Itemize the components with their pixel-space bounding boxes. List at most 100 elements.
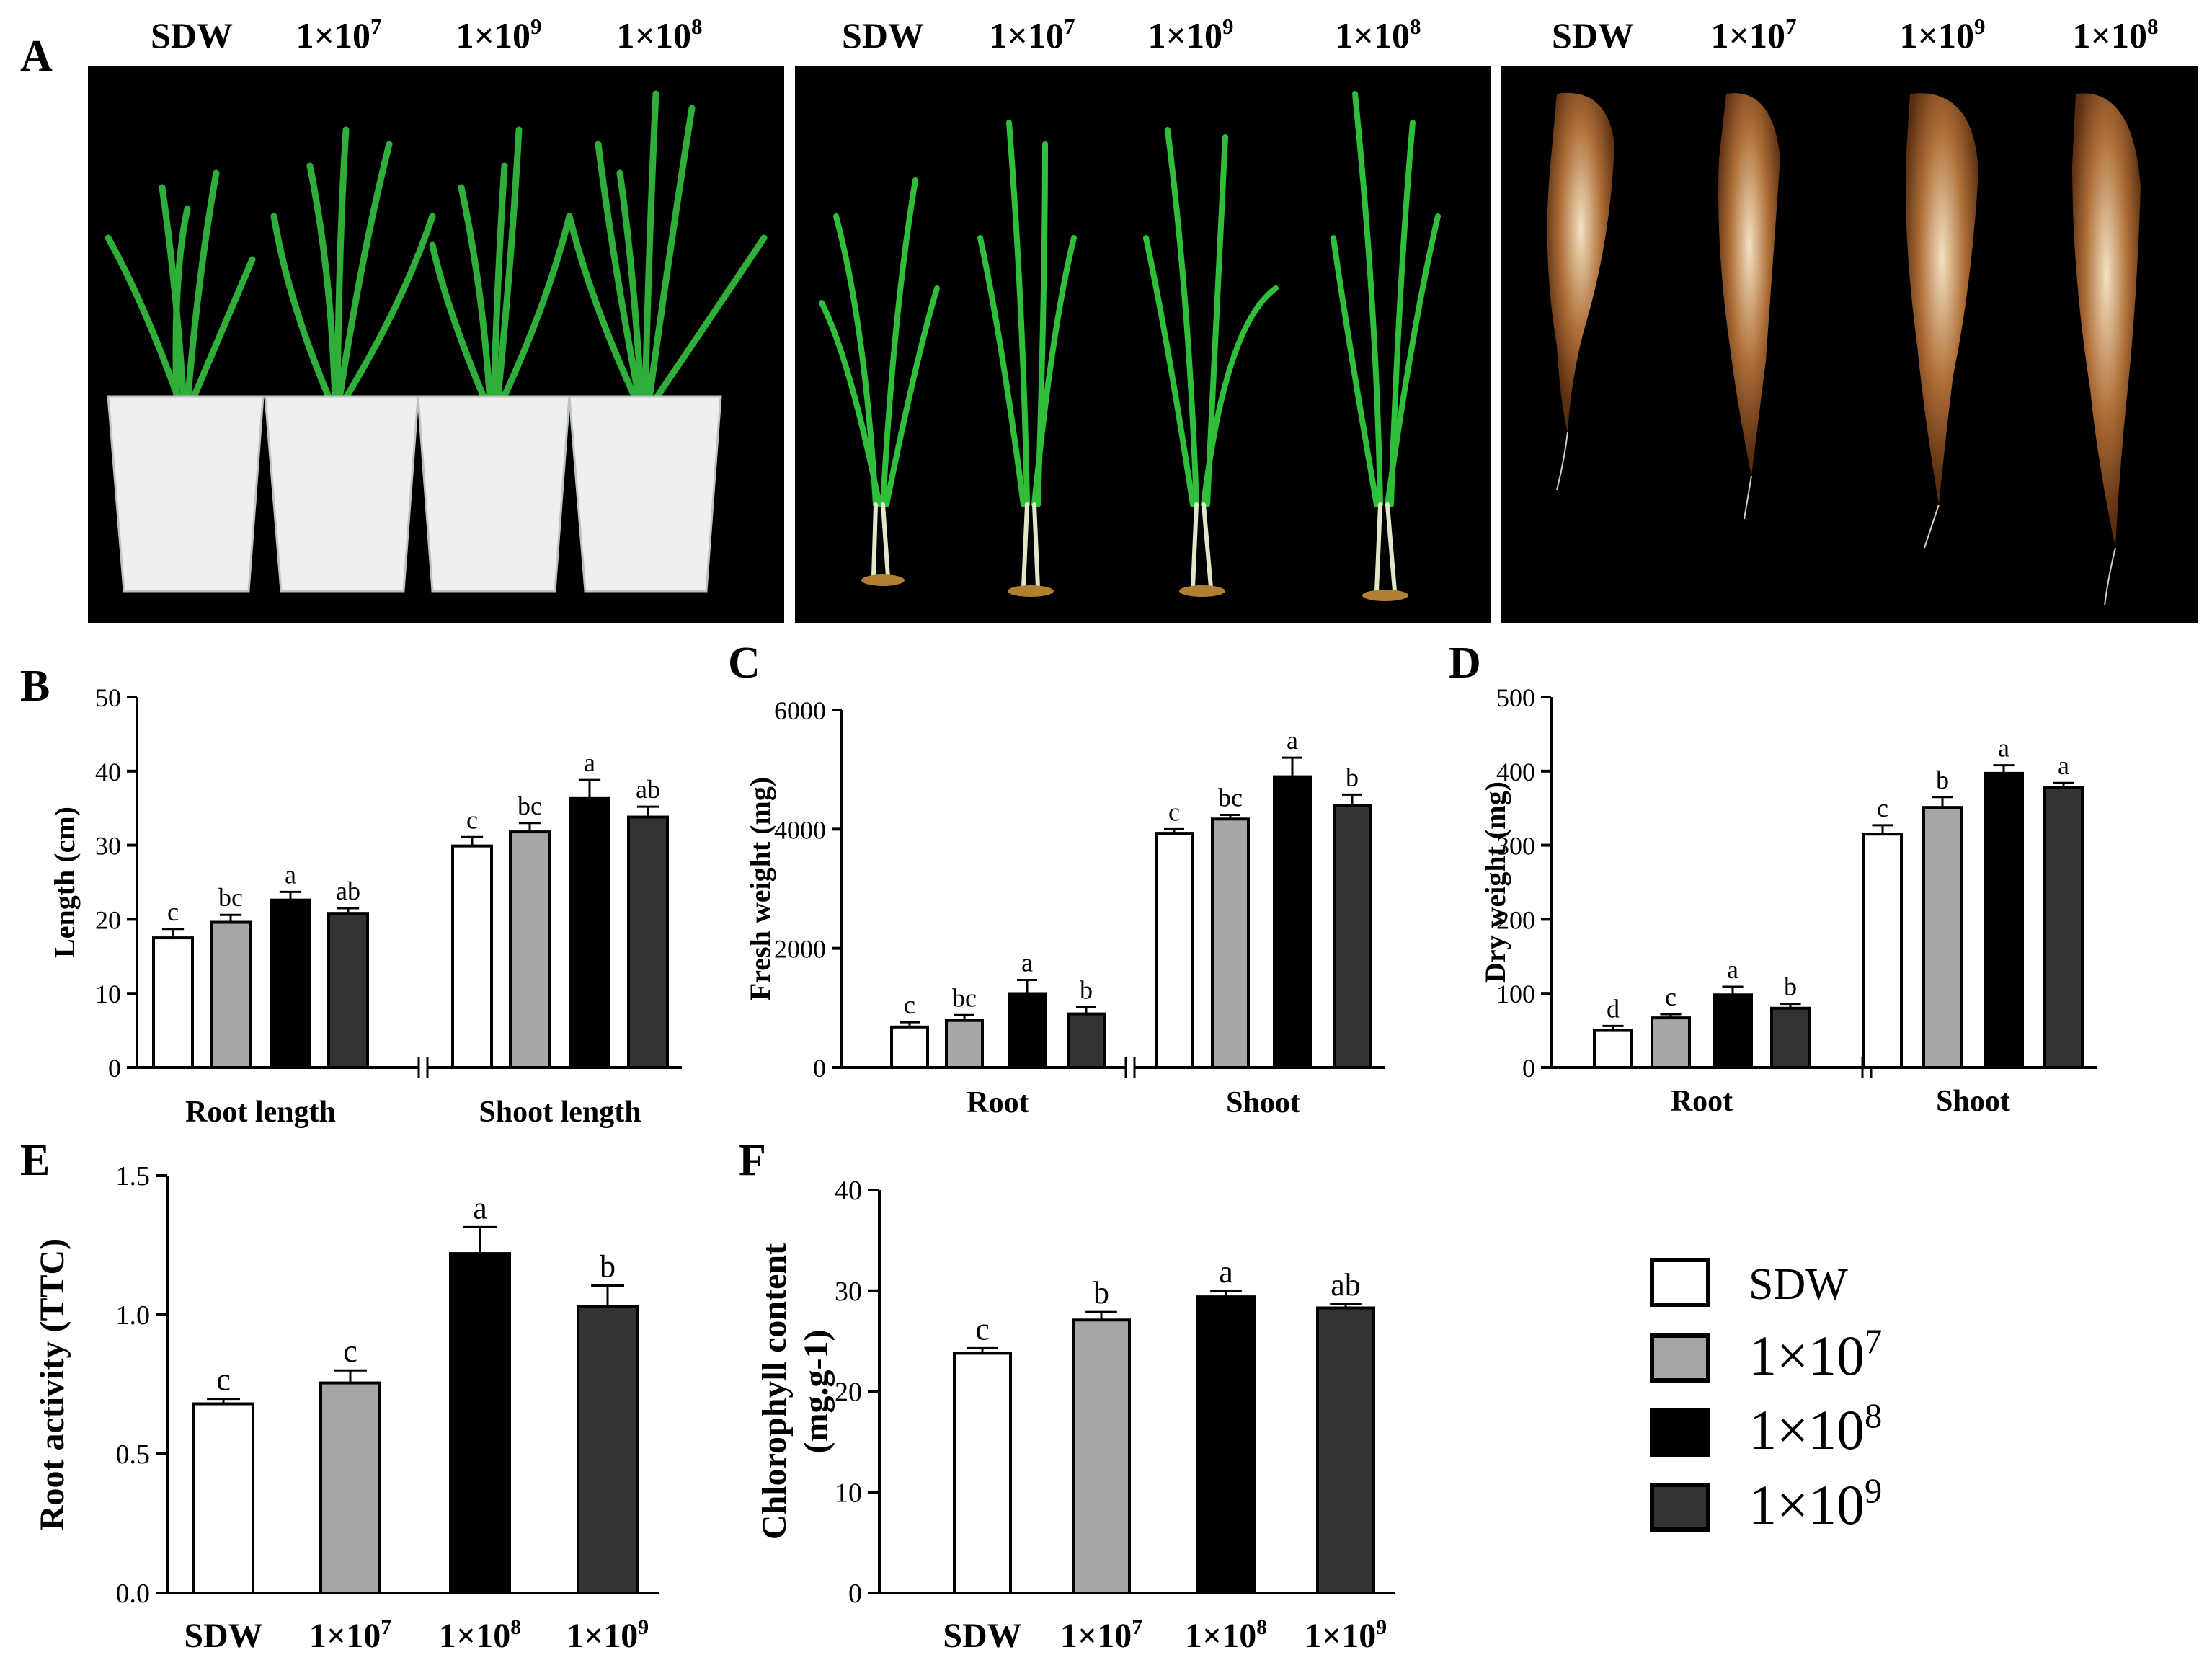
significance-letter: c [1877, 794, 1888, 822]
significance-letter: ab [636, 775, 660, 804]
photo-label: 1×108 [1336, 14, 1421, 56]
bar [1770, 1006, 1811, 1070]
category-label-text: 1×10 [309, 1617, 381, 1655]
panel-letter: E [20, 1136, 50, 1185]
photo-label: SDW [842, 15, 924, 56]
bar [1155, 832, 1194, 1069]
photo-label: 1×107 [1711, 14, 1797, 56]
significance-letter: c [1168, 797, 1180, 826]
y-axis-label: Length (cm) [48, 807, 81, 958]
y-tick-label: 20 [835, 1377, 862, 1408]
bar [152, 936, 194, 1069]
photo-label-superscript: 8 [691, 14, 703, 39]
significance-letter: bc [1218, 783, 1243, 812]
legend-label: 1×107 [1749, 1323, 1882, 1387]
significance-letter: a [285, 860, 296, 889]
significance-letter: a [1998, 734, 2009, 763]
category-label-superscript: 8 [510, 1615, 521, 1639]
bar [1008, 992, 1047, 1069]
group-label: Root [1671, 1085, 1733, 1118]
plant-pots [107, 395, 722, 593]
significance-letter: a [1727, 955, 1738, 984]
category-label-text: SDW [184, 1617, 262, 1655]
photo-label-text: 1×10 [1148, 15, 1223, 56]
legend-label: SDW [1749, 1260, 1848, 1309]
bar [1862, 833, 1903, 1070]
category-label: 1×107 [1060, 1615, 1142, 1655]
significance-letter: b [1784, 972, 1797, 1001]
photo-washed-seedlings [795, 66, 1491, 623]
y-tick-label: 0 [1522, 1054, 1535, 1083]
bar [1713, 993, 1753, 1069]
bar [1273, 775, 1312, 1069]
bar [1196, 1295, 1256, 1594]
bar [192, 1402, 254, 1595]
legend-label-text: SDW [1749, 1260, 1848, 1309]
bar [1211, 817, 1250, 1070]
panel-d-chart: D 0 100 200 300 400 500 Dry weight (mg) d c a b Root… [1449, 639, 2097, 1118]
category-label-text: 1×10 [1305, 1617, 1376, 1655]
significance-letter: a [1021, 948, 1033, 977]
y-axis-label: Dry weight (mg) [1479, 781, 1511, 983]
y-tick-label: 0 [108, 1054, 121, 1083]
bar [945, 1019, 984, 1070]
potted-seedling-plants [105, 90, 768, 407]
y-tick-label: 500 [1496, 683, 1535, 712]
root-masses [1547, 92, 2141, 606]
bar [1984, 771, 2024, 1070]
legend-label-superscript: 9 [1865, 1472, 1882, 1510]
photo-label: SDW [1552, 15, 1634, 56]
bar [569, 796, 610, 1070]
significance-letter: bc [518, 791, 542, 820]
category-label-superscript: 9 [638, 1615, 649, 1639]
legend-entry: SDW [1650, 1258, 1848, 1309]
significance-letter: a [1219, 1254, 1233, 1290]
group-label: Shoot [1936, 1085, 2010, 1118]
photo-label-superscript: 8 [1410, 14, 1421, 39]
bar [1922, 806, 1963, 1069]
y-axis-label: Fresh weight (mg) [744, 777, 776, 1000]
y-tick-label: 1.0 [116, 1300, 151, 1331]
category-label-text: 1×10 [567, 1617, 638, 1655]
significance-letter: a [473, 1190, 487, 1225]
panel-e-chart: E 0.0 0.5 1.0 1.5 Root activity (TTC) c SDW c 1×1… [20, 1136, 659, 1655]
y-tick-label: 0 [813, 1054, 826, 1083]
legend-swatch [1650, 1333, 1710, 1383]
significance-letter: bc [952, 983, 977, 1012]
panel-letter: C [728, 639, 760, 688]
y-tick-label: 40 [835, 1176, 862, 1206]
bar [327, 912, 369, 1070]
significance-letter: c [975, 1311, 990, 1346]
photo-label: 1×108 [2073, 14, 2159, 56]
significance-letter: b [1346, 763, 1359, 791]
legend-label: 1×109 [1749, 1472, 1882, 1536]
photo-label: 1×109 [1900, 14, 1986, 56]
significance-letter: c [343, 1333, 357, 1369]
legend-label: 1×108 [1749, 1397, 1882, 1461]
panel-letter: D [1449, 639, 1481, 688]
category-label: SDW [184, 1617, 262, 1655]
group-label: Shoot [1226, 1086, 1300, 1119]
significance-letter: c [167, 897, 179, 926]
legend-label-text: 1×10 [1749, 1324, 1865, 1387]
y-axis-label: Chlorophyll content [755, 1243, 794, 1540]
y-tick-label: 30 [95, 832, 121, 861]
significance-letter: b [1080, 976, 1093, 1005]
bar [1651, 1016, 1691, 1070]
category-label: SDW [943, 1617, 1021, 1655]
significance-letter: c [216, 1362, 231, 1398]
legend-swatch [1650, 1483, 1710, 1532]
bar [577, 1305, 639, 1595]
category-label: 1×109 [1305, 1615, 1387, 1655]
bar [1316, 1306, 1375, 1594]
y-tick-label: 1.5 [116, 1161, 151, 1191]
significance-letter: b [1093, 1275, 1109, 1310]
legend-swatch [1650, 1408, 1710, 1457]
washed-seedling-plants [819, 91, 1441, 601]
photo-label-superscript: 9 [530, 14, 542, 39]
photo-label-superscript: 9 [1222, 14, 1234, 39]
photo-label: 1×107 [296, 14, 382, 56]
significance-letter: ab [1331, 1267, 1361, 1303]
